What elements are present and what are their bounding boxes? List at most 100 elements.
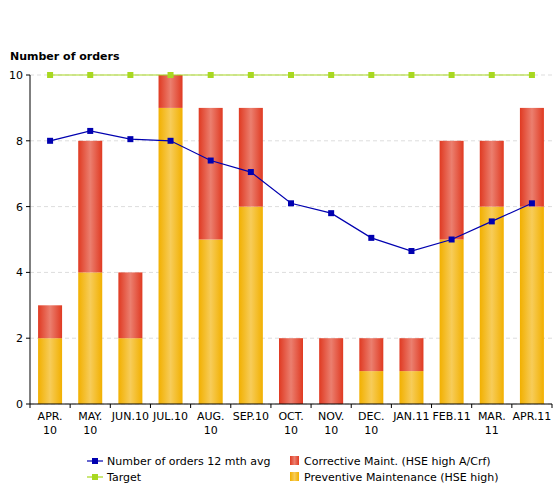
bar bbox=[440, 240, 464, 405]
bar bbox=[359, 338, 383, 371]
x-tick-label-line: 10 bbox=[324, 424, 338, 437]
marker bbox=[489, 72, 495, 78]
title: Number of orders bbox=[10, 50, 120, 63]
marker bbox=[208, 72, 214, 78]
bar bbox=[279, 338, 303, 404]
marker bbox=[328, 210, 334, 216]
x-tick-label-line: NOV. bbox=[318, 410, 344, 423]
bar bbox=[239, 108, 263, 207]
x-tick-label: MAY.10 bbox=[78, 410, 102, 437]
marker bbox=[47, 138, 53, 144]
y-tick bbox=[26, 272, 30, 273]
legend-item: Target bbox=[87, 471, 142, 484]
bar bbox=[199, 108, 223, 240]
x-tick-label-line: 11 bbox=[485, 424, 499, 437]
x-tick bbox=[30, 404, 31, 408]
bar bbox=[78, 141, 102, 273]
marker bbox=[328, 72, 334, 78]
marker bbox=[168, 138, 174, 144]
x-tick-label-line: 10 bbox=[284, 424, 298, 437]
x-tick-label-line: SEP.10 bbox=[233, 410, 269, 423]
y-tick-label: 6 bbox=[16, 201, 23, 214]
x-tick bbox=[351, 404, 352, 408]
bar bbox=[520, 207, 544, 404]
x-tick bbox=[431, 404, 432, 408]
x-tick-label-line: JAN.11 bbox=[392, 410, 429, 423]
x-tick-label: AUG.10 bbox=[197, 410, 225, 437]
x-tick bbox=[391, 404, 392, 408]
marker bbox=[248, 169, 254, 175]
chart: Number of orders0246810APR.10MAY.10JUN.1… bbox=[0, 0, 553, 494]
bar bbox=[399, 371, 423, 404]
x-tick-label-line: APR. bbox=[38, 410, 63, 423]
marker bbox=[87, 72, 93, 78]
bar bbox=[239, 207, 263, 404]
y-tick bbox=[26, 404, 30, 405]
y-tick bbox=[26, 140, 30, 141]
grid-line bbox=[30, 272, 552, 273]
marker bbox=[408, 72, 414, 78]
marker bbox=[168, 72, 174, 78]
bar bbox=[319, 338, 343, 404]
marker bbox=[529, 200, 535, 206]
x-tick-label-line: DEC. bbox=[358, 410, 385, 423]
x-tick-label: JUL.10 bbox=[152, 410, 188, 423]
x-axis bbox=[30, 404, 552, 405]
bar bbox=[199, 240, 223, 405]
x-tick-label: MAR.11 bbox=[478, 410, 506, 437]
bar bbox=[118, 338, 142, 404]
y-tick-label: 2 bbox=[16, 332, 23, 345]
marker bbox=[127, 72, 133, 78]
marker bbox=[449, 237, 455, 243]
marker bbox=[127, 136, 133, 142]
x-tick-label-line: OCT. bbox=[278, 410, 303, 423]
x-tick-label-line: FEB.11 bbox=[432, 410, 470, 423]
x-tick bbox=[70, 404, 71, 408]
bar bbox=[38, 338, 62, 404]
legend-label: Number of orders 12 mth avg bbox=[107, 455, 271, 468]
x-tick-label-line: AUG. bbox=[197, 410, 225, 423]
y-tick bbox=[26, 338, 30, 339]
x-tick bbox=[311, 404, 312, 408]
marker bbox=[47, 72, 53, 78]
y-tick-label: 0 bbox=[16, 398, 23, 411]
legend-swatch bbox=[92, 474, 98, 480]
legend-item: Number of orders 12 mth avg bbox=[87, 455, 271, 468]
x-tick bbox=[190, 404, 191, 408]
marker bbox=[248, 72, 254, 78]
x-tick bbox=[150, 404, 151, 408]
marker bbox=[529, 72, 535, 78]
y-tick-label: 10 bbox=[9, 69, 23, 82]
marker bbox=[449, 72, 455, 78]
x-tick-label: NOV.10 bbox=[318, 410, 344, 437]
y-tick bbox=[26, 75, 30, 76]
x-tick-label-line: JUN.10 bbox=[111, 410, 149, 423]
marker bbox=[408, 248, 414, 254]
marker bbox=[288, 72, 294, 78]
x-tick-label-line: 10 bbox=[204, 424, 218, 437]
bar bbox=[118, 272, 142, 338]
x-tick-label-line: MAY. bbox=[78, 410, 102, 423]
legend-item: Preventive Maintenance (HSE high) bbox=[290, 471, 498, 484]
x-tick bbox=[552, 404, 553, 408]
marker bbox=[368, 235, 374, 241]
marker bbox=[489, 218, 495, 224]
x-tick-label-line: APR.11 bbox=[512, 410, 551, 423]
y-axis bbox=[30, 75, 31, 404]
x-tick-label: JAN.11 bbox=[392, 410, 429, 423]
y-tick-label: 4 bbox=[16, 266, 23, 279]
legend-swatch bbox=[290, 472, 299, 481]
x-tick bbox=[471, 404, 472, 408]
legend-swatch bbox=[290, 456, 299, 465]
x-tick-label: FEB.11 bbox=[432, 410, 470, 423]
bar bbox=[159, 108, 183, 404]
x-tick-label: SEP.10 bbox=[233, 410, 269, 423]
grid-line bbox=[30, 140, 552, 141]
legend-item: Corrective Maint. (HSE high A/Crf) bbox=[290, 455, 491, 468]
bar bbox=[480, 141, 504, 207]
y-tick bbox=[26, 206, 30, 207]
bar bbox=[440, 141, 464, 240]
bar bbox=[359, 371, 383, 404]
bar bbox=[78, 272, 102, 404]
x-tick bbox=[230, 404, 231, 408]
